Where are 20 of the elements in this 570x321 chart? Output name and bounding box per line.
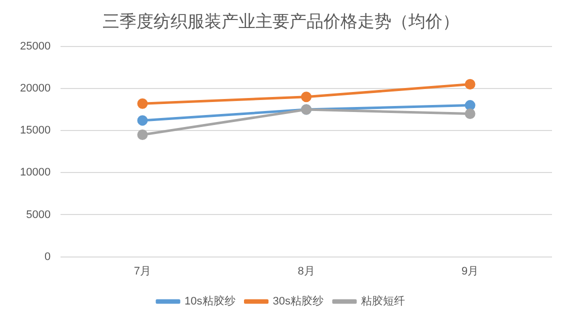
point bbox=[464, 108, 476, 119]
chart-title: 三季度纺织服装产业主要产品价格走势（均价） bbox=[102, 12, 460, 31]
point bbox=[464, 79, 476, 90]
y-tick-label: 25000 bbox=[20, 40, 51, 52]
y-tick-label: 0 bbox=[44, 250, 51, 263]
point bbox=[137, 115, 148, 126]
point bbox=[464, 100, 476, 111]
x-tick-label: 9月 bbox=[462, 265, 479, 278]
point bbox=[301, 92, 312, 102]
y-tick-label: 10000 bbox=[20, 166, 51, 179]
point bbox=[137, 130, 148, 140]
legend-label: 10s粘胶纱 bbox=[184, 294, 236, 308]
x-tick-label: 7月 bbox=[134, 265, 152, 278]
x-tick-label: 8月 bbox=[298, 265, 315, 278]
y-tick-label: 15000 bbox=[20, 124, 51, 137]
legend-label: 粘胶短纤 bbox=[360, 294, 405, 308]
point bbox=[137, 98, 148, 109]
legend-label: 30s粘胶纱 bbox=[272, 294, 324, 308]
y-tick-label: 20000 bbox=[20, 82, 51, 95]
y-tick-label: 5000 bbox=[26, 208, 51, 221]
